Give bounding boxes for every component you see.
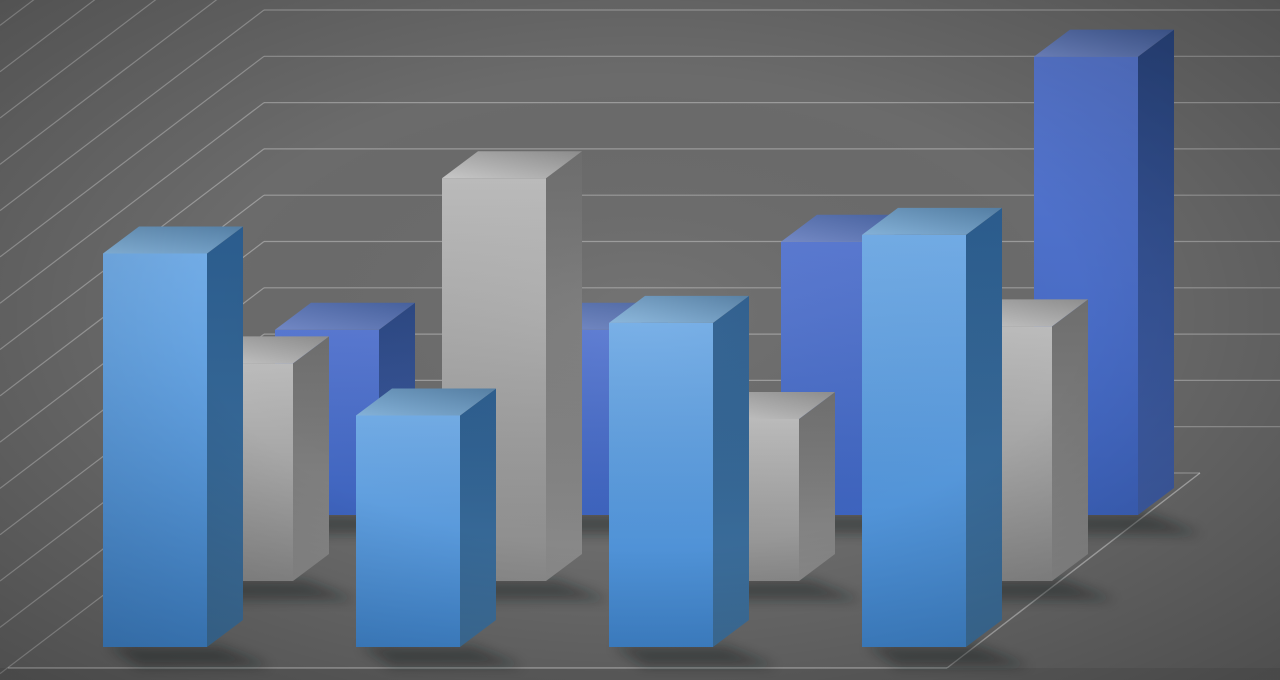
bar-side-face	[207, 226, 243, 647]
floor-front-strip	[0, 668, 1280, 680]
bar-side-face	[1138, 29, 1174, 515]
bar-front-face	[862, 234, 966, 647]
bar-side-face	[713, 295, 749, 647]
bar-cluster4-front-row-light-blue	[862, 207, 1002, 647]
bar-cluster3-front-row-light-blue	[609, 295, 749, 647]
bar-cluster1-front-row-light-blue	[103, 226, 243, 647]
bar-side-face	[1052, 299, 1088, 581]
bar-front-face	[609, 322, 713, 647]
bar-side-face	[966, 207, 1002, 647]
bar-front-face	[103, 253, 207, 647]
bar-side-face	[293, 336, 329, 581]
bar-cluster2-front-row-light-blue	[356, 388, 496, 647]
bar-side-face	[546, 151, 582, 581]
bar-side-face	[460, 388, 496, 647]
bar-front-face	[356, 415, 460, 647]
bar-side-face	[799, 392, 835, 581]
